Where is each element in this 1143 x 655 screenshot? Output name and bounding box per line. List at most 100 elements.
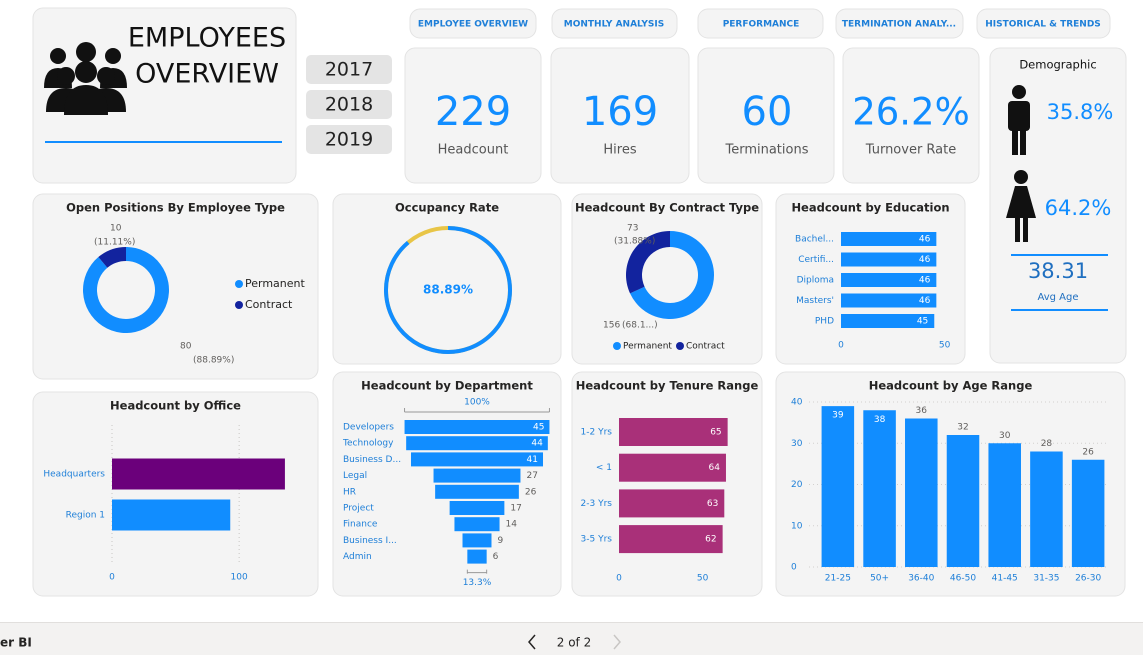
chart-title: Headcount by Department bbox=[361, 379, 533, 393]
bar bbox=[841, 314, 935, 328]
funnel-top-label: 100% bbox=[464, 398, 490, 408]
nav-button[interactable] bbox=[697, 8, 824, 39]
bar bbox=[821, 406, 855, 567]
data-label: 26 bbox=[525, 487, 537, 497]
chart-card bbox=[571, 371, 763, 597]
bar bbox=[841, 293, 937, 308]
nav-button[interactable] bbox=[409, 8, 537, 39]
kpi-card bbox=[697, 47, 835, 184]
demographic-title: Demographic bbox=[1019, 58, 1096, 72]
bar bbox=[619, 525, 723, 554]
data-label: 32 bbox=[957, 423, 968, 433]
footer: er BI 2 of 2 bbox=[0, 622, 1143, 655]
funnel-bar bbox=[462, 533, 492, 548]
data-label: 6 bbox=[493, 552, 499, 562]
chart-title: Headcount By Contract Type bbox=[575, 201, 759, 215]
y-tick-label: 3-5 Yrs bbox=[581, 535, 613, 545]
gauge-label: 88.89% bbox=[423, 283, 473, 297]
data-label: 27 bbox=[526, 471, 537, 481]
data-label: 14 bbox=[506, 520, 518, 530]
male-icon bbox=[1008, 85, 1030, 155]
y-tick-label: 10 bbox=[791, 521, 803, 531]
kpi-label: Terminations bbox=[724, 143, 808, 158]
funnel-bar bbox=[406, 436, 548, 451]
nav-button[interactable] bbox=[976, 8, 1111, 39]
category-label: Finance bbox=[343, 520, 378, 530]
kpi-label: Hires bbox=[603, 143, 636, 158]
legend-marker bbox=[235, 301, 243, 309]
female-share: 64.2% bbox=[1045, 196, 1112, 220]
y-tick-label: Certifi... bbox=[798, 255, 834, 265]
y-tick-label: < 1 bbox=[596, 463, 612, 473]
nav-label[interactable]: MONTHLY ANALYSIS bbox=[564, 20, 664, 30]
prev-page[interactable] bbox=[528, 634, 536, 650]
nav-label[interactable]: PERFORMANCE bbox=[723, 20, 800, 30]
male-share: 35.8% bbox=[1047, 100, 1114, 124]
chart-title: Headcount by Age Range bbox=[869, 379, 1033, 393]
y-tick-label: 1-2 Yrs bbox=[581, 428, 613, 438]
kpi-card bbox=[404, 47, 542, 184]
data-label: 80 bbox=[180, 342, 192, 352]
x-tick-label: 0 bbox=[838, 341, 844, 351]
nav-label[interactable]: TERMINATION ANALY... bbox=[842, 20, 956, 30]
bar bbox=[1071, 459, 1105, 567]
chart-card bbox=[332, 193, 562, 365]
x-tick-label: 100 bbox=[231, 573, 248, 583]
bracket bbox=[404, 408, 550, 413]
nav-label[interactable]: HISTORICAL & TRENDS bbox=[985, 20, 1101, 30]
kpis: 229 Headcount 169 Hires 60 Terminations … bbox=[404, 47, 980, 184]
year-label[interactable]: 2018 bbox=[325, 94, 373, 116]
data-label: 73 bbox=[627, 224, 638, 234]
donut-slice bbox=[83, 247, 170, 334]
x-tick-label: 0 bbox=[616, 574, 622, 584]
bar bbox=[946, 435, 980, 567]
y-tick-label: Diploma bbox=[797, 276, 834, 286]
nav-button[interactable] bbox=[835, 8, 964, 39]
bar bbox=[905, 418, 938, 567]
year-label[interactable]: 2019 bbox=[325, 129, 373, 151]
avg-age-label: Avg Age bbox=[1037, 292, 1078, 303]
data-label: 44 bbox=[531, 439, 543, 449]
kpi-label: Turnover Rate bbox=[865, 143, 957, 158]
data-label: 45 bbox=[917, 317, 928, 327]
data-label: 46 bbox=[919, 235, 931, 245]
footer-bar bbox=[0, 622, 1143, 655]
y-tick-label: 40 bbox=[791, 398, 803, 408]
bar bbox=[841, 273, 937, 287]
year-button[interactable] bbox=[306, 55, 392, 84]
legend-label: Contract bbox=[245, 298, 293, 311]
y-tick-label: Bachel... bbox=[795, 235, 834, 245]
funnel-bar bbox=[404, 420, 550, 434]
category-label: Project bbox=[343, 504, 374, 514]
kpi-label: Headcount bbox=[438, 143, 509, 158]
data-label: 36 bbox=[916, 406, 928, 416]
kpi-value: 169 bbox=[582, 89, 658, 135]
x-tick-label: 50 bbox=[939, 341, 951, 351]
funnel-bar bbox=[454, 517, 500, 532]
nav-label[interactable]: EMPLOYEE OVERVIEW bbox=[418, 20, 528, 30]
donut-slice bbox=[626, 231, 670, 294]
year-label[interactable]: 2017 bbox=[325, 59, 373, 81]
data-label: 156 bbox=[603, 321, 620, 331]
bar bbox=[1030, 451, 1063, 567]
data-label: 62 bbox=[705, 535, 716, 545]
bar bbox=[112, 458, 285, 490]
data-label: 45 bbox=[533, 423, 544, 433]
next-page[interactable] bbox=[613, 634, 621, 650]
data-label: 41 bbox=[527, 455, 538, 465]
data-label: 10 bbox=[110, 224, 122, 234]
x-tick-label: 46-50 bbox=[950, 574, 976, 584]
bar bbox=[112, 499, 231, 531]
demographic: Demographic 35.8% 64.2% 38.31 Avg Age bbox=[989, 47, 1127, 364]
category-label: Admin bbox=[343, 552, 372, 562]
category-label: Technology bbox=[342, 439, 394, 449]
chart-title: Headcount by Education bbox=[791, 201, 949, 215]
app-name: er BI bbox=[0, 636, 32, 650]
y-tick-label: Headquarters bbox=[43, 470, 105, 480]
year-button[interactable] bbox=[306, 90, 392, 119]
year-button[interactable] bbox=[306, 125, 392, 154]
kpi-card bbox=[842, 47, 980, 184]
nav-button[interactable] bbox=[551, 8, 678, 39]
header-title: OVERVIEW bbox=[135, 59, 279, 90]
